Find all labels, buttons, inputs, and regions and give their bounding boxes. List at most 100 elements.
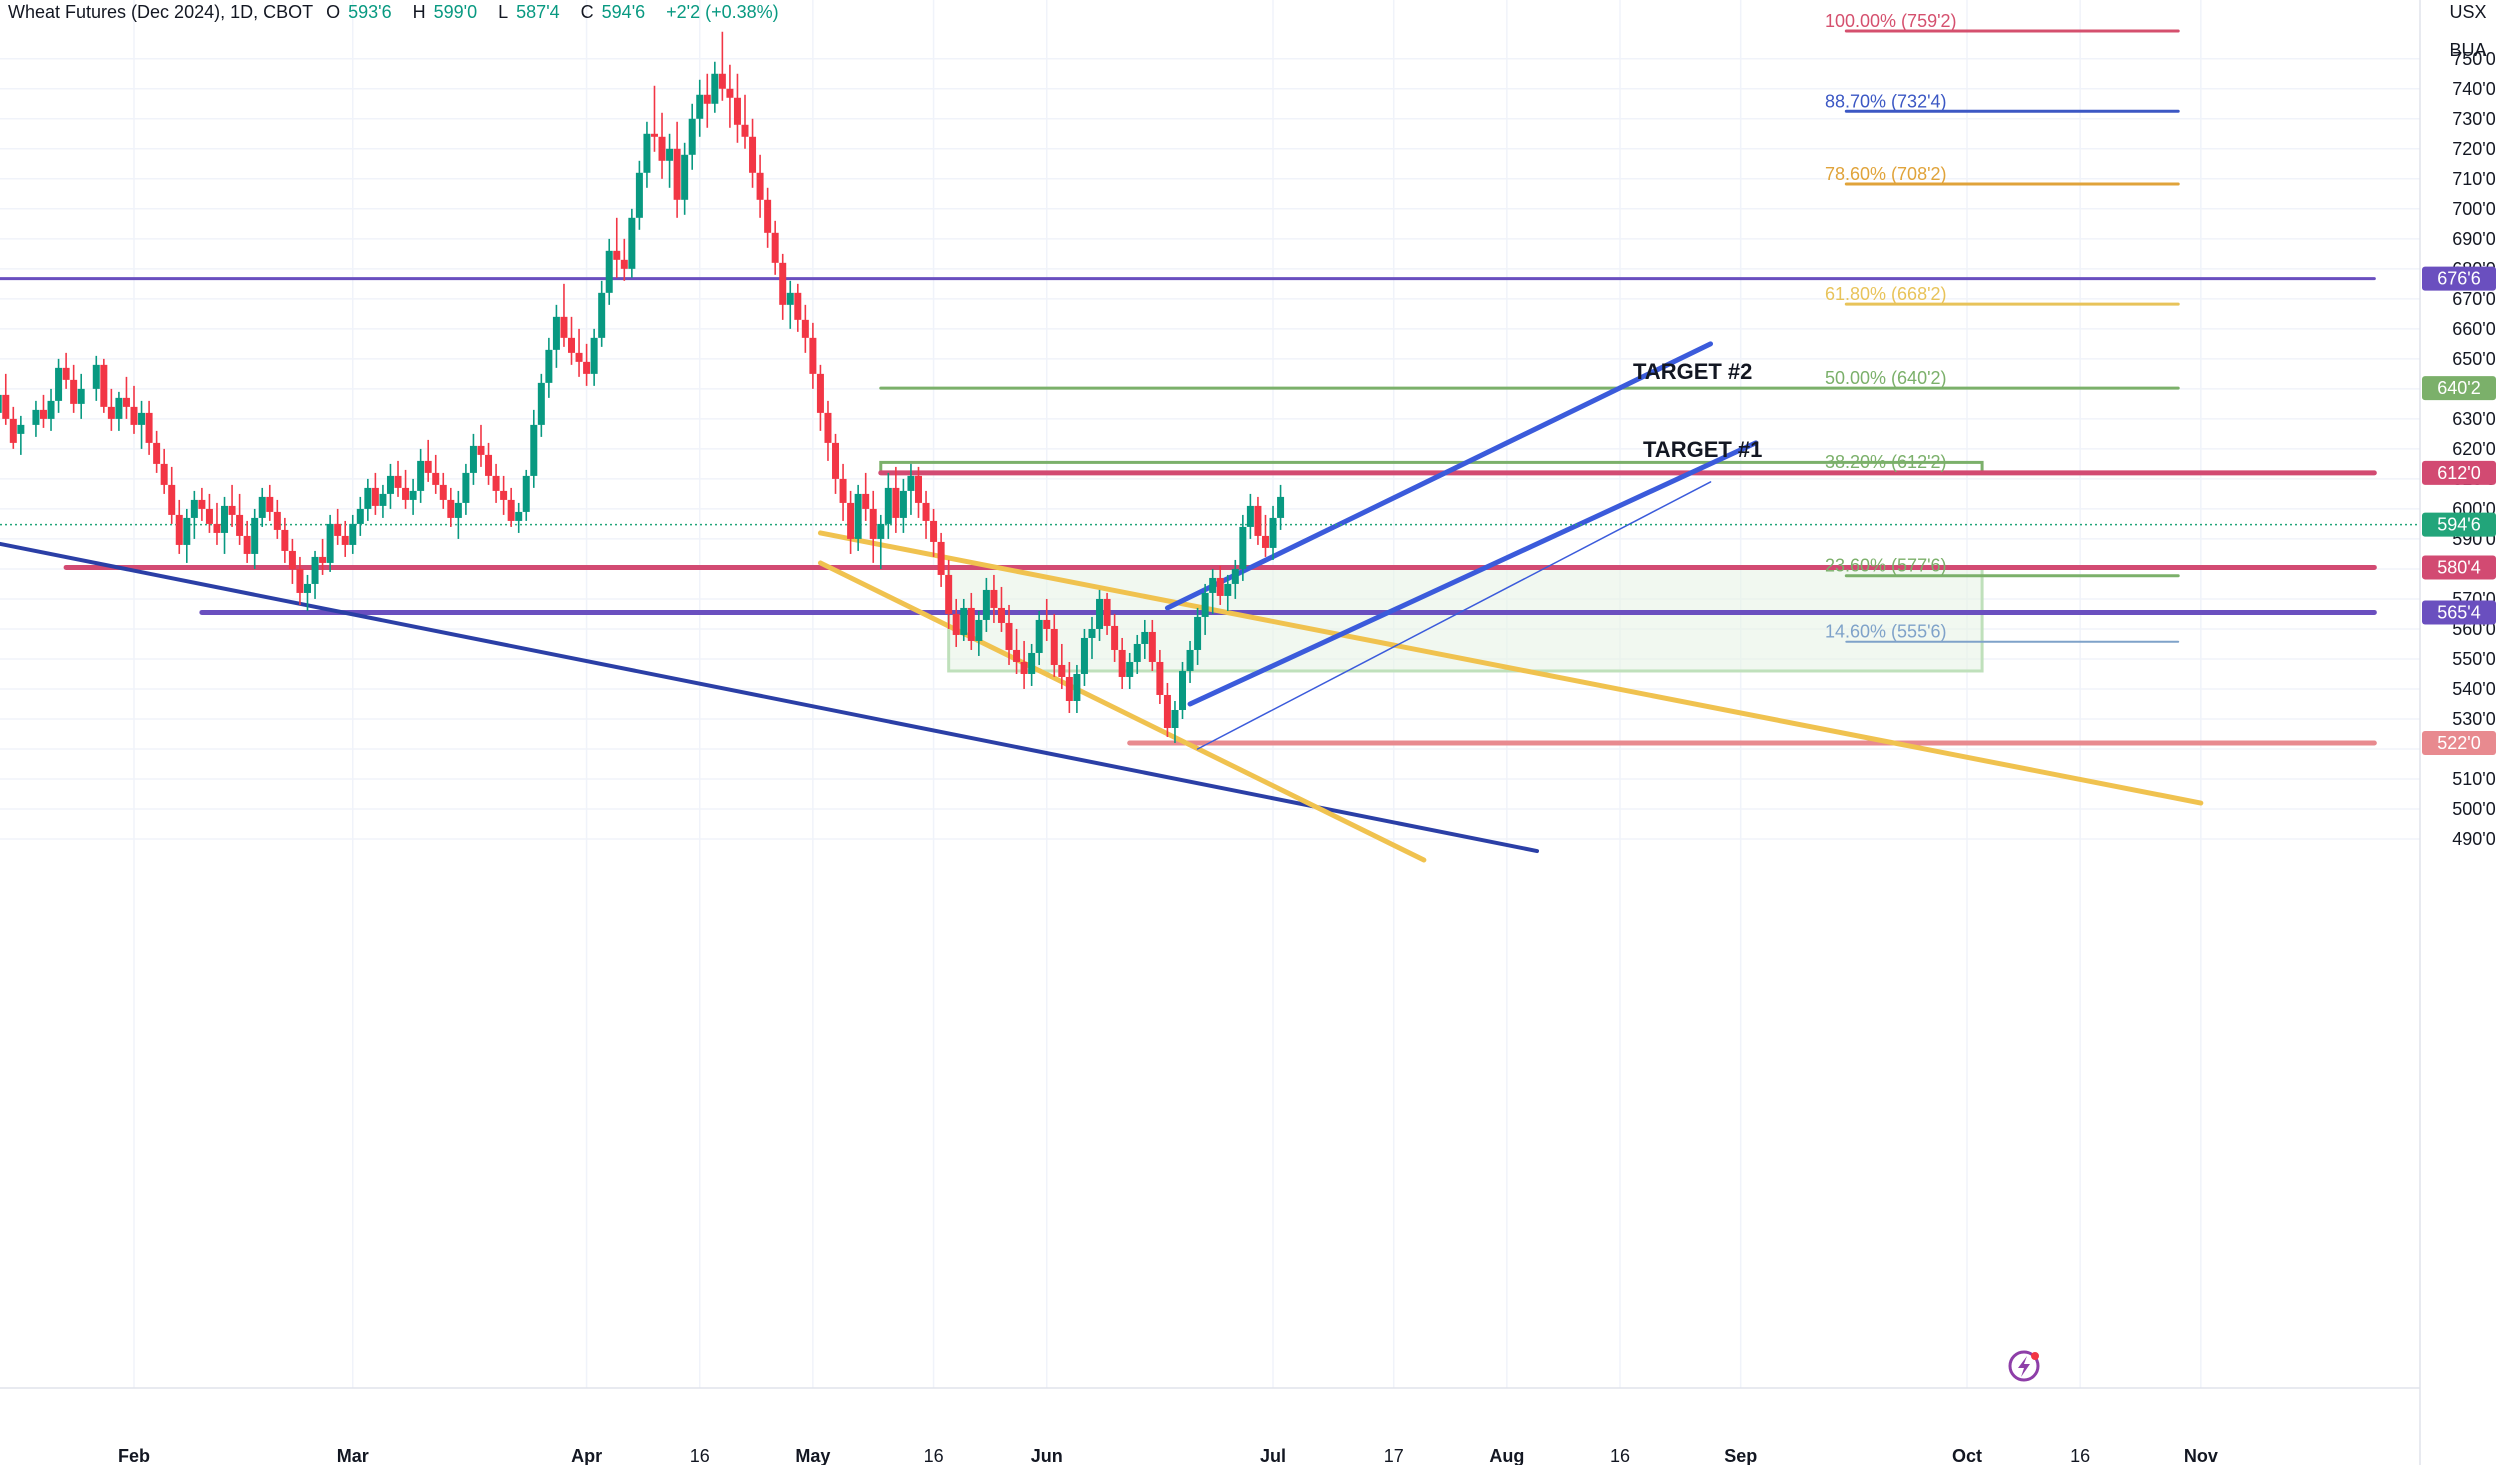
candle-body (892, 487, 900, 518)
candle-body (658, 136, 666, 161)
candle-body (673, 148, 681, 200)
candle-body (907, 475, 915, 491)
candle-body (568, 337, 576, 353)
candle-body (1156, 661, 1164, 695)
candle-body (899, 490, 907, 518)
close-value: 594'6 (601, 2, 646, 22)
candle-body (205, 508, 213, 524)
candle-body (130, 406, 138, 425)
symbol-title[interactable]: Wheat Futures (Dec 2024), 1D, CBOT (8, 2, 314, 22)
candle-body (251, 517, 259, 554)
candle-body (922, 502, 930, 521)
price-tick-label: 690'0 (2452, 229, 2495, 249)
candle-body (718, 73, 726, 89)
candle-body (47, 400, 55, 419)
price-tick-label: 710'0 (2452, 169, 2495, 189)
candle-body (507, 499, 515, 521)
candle-body (1118, 649, 1126, 677)
close-label: C (580, 2, 594, 22)
candle-body (198, 499, 206, 509)
candle-body (1141, 631, 1149, 644)
candle-body (1186, 649, 1194, 671)
price-tick-label: 750'0 (2452, 49, 2495, 69)
candle-body (1194, 616, 1202, 650)
fib-level-label: 88.70% (732'4) (1825, 91, 1947, 111)
candle-body (650, 133, 658, 137)
candle-body (1231, 568, 1239, 584)
candle-body (485, 454, 493, 476)
candle-body (839, 478, 847, 503)
price-tick-label: 730'0 (2452, 109, 2495, 129)
currency-label[interactable]: USX (2449, 2, 2487, 22)
candle-body (869, 508, 877, 539)
candle-body (1269, 517, 1277, 548)
fib-level-label: 50.00% (640'2) (1825, 368, 1947, 388)
candle-body (500, 490, 508, 500)
drawings (0, 29, 2420, 863)
candle-body (190, 499, 198, 518)
flash-icon[interactable] (2008, 1350, 2040, 1382)
candle-body (77, 388, 85, 404)
candle-body (1020, 661, 1028, 674)
price-tick-label: 530'0 (2452, 709, 2495, 729)
price-tag (2422, 460, 2496, 485)
price-tags: 676'6 640'2 612'0 594'6 580'4 565'4 522'0 (2422, 266, 2496, 755)
candle-body (1126, 661, 1134, 677)
fib-level-label: 61.80% (668'2) (1825, 284, 1947, 304)
price-tag (2422, 376, 2496, 401)
fib-level-label: 14.60% (555'6) (1825, 622, 1947, 642)
candle-body (160, 463, 168, 485)
price-tick-label: 630'0 (2452, 409, 2495, 429)
time-axis: Feb Mar Apr 16 May 16 Jun Jul 17 Aug 16 Sep Oct 16 Nov (0, 1387, 2420, 1465)
candle-body (666, 148, 674, 161)
candle-body (590, 337, 598, 374)
price-tick-label: 720'0 (2452, 139, 2495, 159)
unit-label[interactable]: BUA (2449, 40, 2487, 60)
candle-body (424, 460, 432, 473)
blue-channel-upper (1164, 341, 1714, 611)
candle-body (688, 118, 696, 155)
price-tick-label: 620'0 (2452, 439, 2495, 459)
price-tag-label: 640'2 (2437, 378, 2480, 398)
candle-body (643, 133, 651, 173)
open-value: 593'6 (348, 2, 392, 22)
candle-body (552, 316, 560, 350)
time-tick-label: Feb (118, 1446, 150, 1465)
candle-body (847, 502, 855, 539)
time-tick-label: Apr (571, 1446, 602, 1465)
candle-body (469, 445, 477, 473)
candle-body (779, 262, 787, 305)
fib-level-label: 100.00% (759'2) (1825, 11, 1957, 31)
candle-body (175, 514, 183, 545)
price-tick-label: 550'0 (2452, 649, 2495, 669)
price-tick-label: 490'0 (2452, 829, 2495, 849)
grid (0, 0, 2420, 1388)
price-tick-label: 500'0 (2452, 799, 2495, 819)
candle-body (975, 619, 983, 641)
price-tag (2422, 266, 2496, 291)
candle-body (545, 349, 553, 383)
candle-body (62, 367, 70, 380)
annotations: TARGET #2 TARGET #1 (1633, 359, 1762, 462)
candle-body (402, 487, 410, 500)
candle-body (319, 556, 327, 563)
candle-body (575, 352, 583, 362)
candle-body (990, 589, 998, 608)
time-tick-label: 17 (1384, 1446, 1404, 1465)
blue-channel-lower (1187, 440, 1759, 707)
price-tag (2422, 600, 2496, 625)
price-tick-label: 700'0 (2452, 199, 2495, 219)
candle-body (1254, 505, 1262, 536)
candle-body (937, 541, 945, 575)
candle-body (122, 397, 130, 407)
candle-body (1065, 676, 1073, 701)
candle-body (681, 154, 689, 200)
candle-body (364, 487, 372, 509)
candle-body (32, 409, 40, 425)
candle-body (92, 364, 100, 389)
candle-body (0, 394, 2, 413)
candle-body (801, 319, 809, 338)
candle-body (1224, 583, 1232, 596)
candle-body (1209, 577, 1217, 593)
